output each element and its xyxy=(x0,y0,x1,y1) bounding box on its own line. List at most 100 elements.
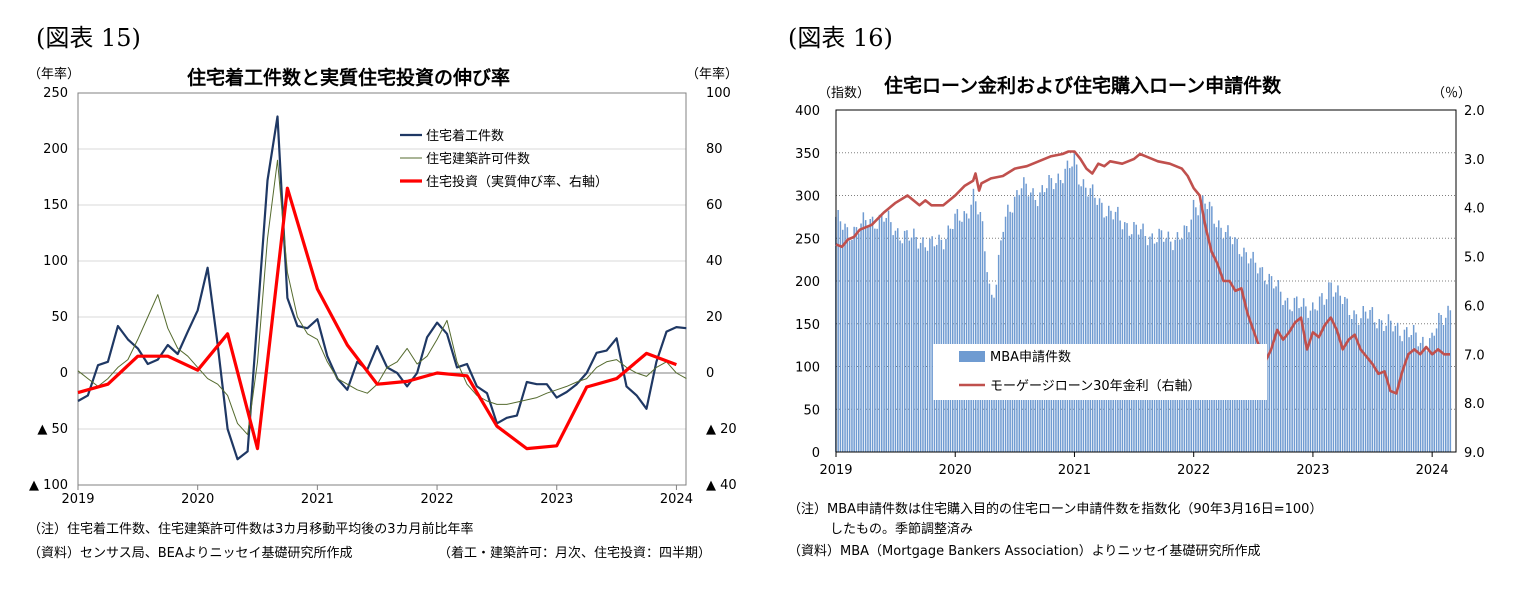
left-tick-label-0: 400 xyxy=(795,104,820,119)
mba-bar xyxy=(1119,220,1121,452)
mba-bar xyxy=(926,250,929,452)
mba-bar xyxy=(1302,298,1305,452)
mba-bar xyxy=(1318,296,1321,452)
mba-bar xyxy=(901,243,904,452)
mba-bar xyxy=(1268,273,1270,452)
mba-bar xyxy=(958,220,961,452)
mba-bar xyxy=(1018,194,1020,452)
mba-bar xyxy=(1300,306,1303,452)
mba-bar xyxy=(970,204,972,452)
mba-bar xyxy=(1020,188,1023,453)
legend-swatch-0 xyxy=(959,351,985,362)
mba-bar xyxy=(1188,232,1190,452)
figure-16-chart: 400 350 300 250 200 150 100 50 0 2.0 3.0 4.0 5.0 6.0 7… xyxy=(795,104,1485,478)
x-tick-label-0: 2019 xyxy=(819,463,852,478)
mba-bar xyxy=(1030,192,1032,452)
mba-bar xyxy=(1284,300,1286,452)
mba-bar xyxy=(1046,188,1048,452)
mba-bar xyxy=(894,230,897,452)
mba-bar xyxy=(851,239,853,452)
mba-bar xyxy=(924,247,926,452)
mba-bar xyxy=(915,237,917,452)
left-tick-label-2: 300 xyxy=(795,190,820,205)
right-tick-label-7: 9.0 xyxy=(1464,446,1485,461)
mba-bar xyxy=(917,248,920,452)
mba-bar xyxy=(1185,226,1188,452)
figure-15-panel: (図表 15) 住宅着工件数と実質住宅投資の伸び率 （年率） （年率） 250 2… xyxy=(0,0,750,598)
mba-bar xyxy=(1135,224,1137,452)
mba-bar xyxy=(1309,310,1312,452)
mba-bar xyxy=(1064,168,1066,453)
right-tick-label-3: 40 xyxy=(706,254,723,269)
mba-bar xyxy=(954,213,956,452)
mba-bar xyxy=(846,227,849,452)
mba-bar xyxy=(949,228,952,452)
mba-bar xyxy=(922,237,924,452)
mba-bar xyxy=(1442,325,1445,452)
mba-bar xyxy=(1158,228,1160,452)
x-tick-label-1: 2020 xyxy=(939,463,972,478)
mortgage-rate-line xyxy=(835,150,1450,395)
mba-bar xyxy=(1126,223,1128,452)
mba-bar xyxy=(1440,315,1442,452)
figure-16-panel: (図表 16) 住宅ローン金利および住宅購入ローン申請件数 （指数） （％） 4… xyxy=(760,0,1527,598)
figure-16-source: （資料）MBA（Mortgage Bankers Association）よりニ… xyxy=(788,544,1261,559)
mba-bar xyxy=(1316,310,1319,452)
mba-bar xyxy=(1085,187,1087,452)
mba-bar xyxy=(1224,232,1227,452)
mba-bar xyxy=(855,227,858,452)
mba-bar xyxy=(1277,280,1280,452)
mba-bar xyxy=(1447,305,1449,452)
mba-bar xyxy=(1220,227,1222,452)
mba-bar xyxy=(956,209,959,452)
mba-bar xyxy=(1059,180,1062,452)
mba-bar xyxy=(1330,282,1332,452)
legend-label-0: MBA申請件数 xyxy=(990,350,1071,365)
right-tick-label-4: 20 xyxy=(706,310,723,325)
mba-bar xyxy=(1082,179,1085,452)
mba-bar xyxy=(837,210,839,452)
mba-bar xyxy=(1371,307,1374,452)
mba-bar xyxy=(1275,286,1277,452)
mba-bar xyxy=(1433,335,1435,452)
right-tick-label-0: 100 xyxy=(706,86,731,101)
mba-bar xyxy=(961,221,963,452)
left-tick-label-5: 0 xyxy=(60,366,68,381)
mba-bar xyxy=(1142,223,1144,452)
right-tick-label-1: 80 xyxy=(706,142,723,157)
mba-bar xyxy=(1066,160,1069,452)
mba-bar xyxy=(1121,229,1124,452)
mba-bar xyxy=(1176,232,1179,452)
mba-bar xyxy=(1050,178,1053,452)
x-tick-label-3: 2022 xyxy=(1177,463,1210,478)
figure-16-right-unit: （％） xyxy=(1432,86,1472,101)
mba-bar xyxy=(1328,282,1330,452)
mba-bar xyxy=(1390,320,1392,452)
mba-bar xyxy=(1080,186,1082,453)
mba-bar xyxy=(881,213,883,452)
mba-bar xyxy=(1087,196,1089,452)
mba-bar xyxy=(1344,297,1346,452)
mba-bar xyxy=(1002,231,1004,452)
mba-bar xyxy=(1062,183,1064,452)
mba-bar xyxy=(1291,311,1293,452)
mba-bar xyxy=(1213,223,1215,452)
left-tick-label-6: 100 xyxy=(795,361,820,376)
mba-bar xyxy=(1323,304,1325,452)
mba-bar xyxy=(1140,229,1142,452)
mba-bar xyxy=(848,240,851,452)
mba-bar xyxy=(1101,202,1103,452)
legend-label-1: 住宅建築許可件数 xyxy=(426,152,530,167)
mba-bar xyxy=(1098,198,1101,452)
legend-label-2: 住宅投資（実質伸び率、右軸） xyxy=(426,174,608,190)
figure-15-note: （注）住宅着工件数、住宅建築許可件数は3カ月移動平均後の3カ月前比年率 xyxy=(28,522,474,537)
mba-bar xyxy=(1091,184,1094,452)
mba-bar xyxy=(1110,210,1112,452)
mba-bar xyxy=(842,229,844,452)
mba-bar xyxy=(883,221,885,452)
mba-bars xyxy=(835,153,1452,453)
mba-bar xyxy=(1071,166,1073,452)
mba-bar xyxy=(1034,200,1037,452)
mba-bar xyxy=(869,219,871,452)
mba-bar xyxy=(1355,314,1358,452)
